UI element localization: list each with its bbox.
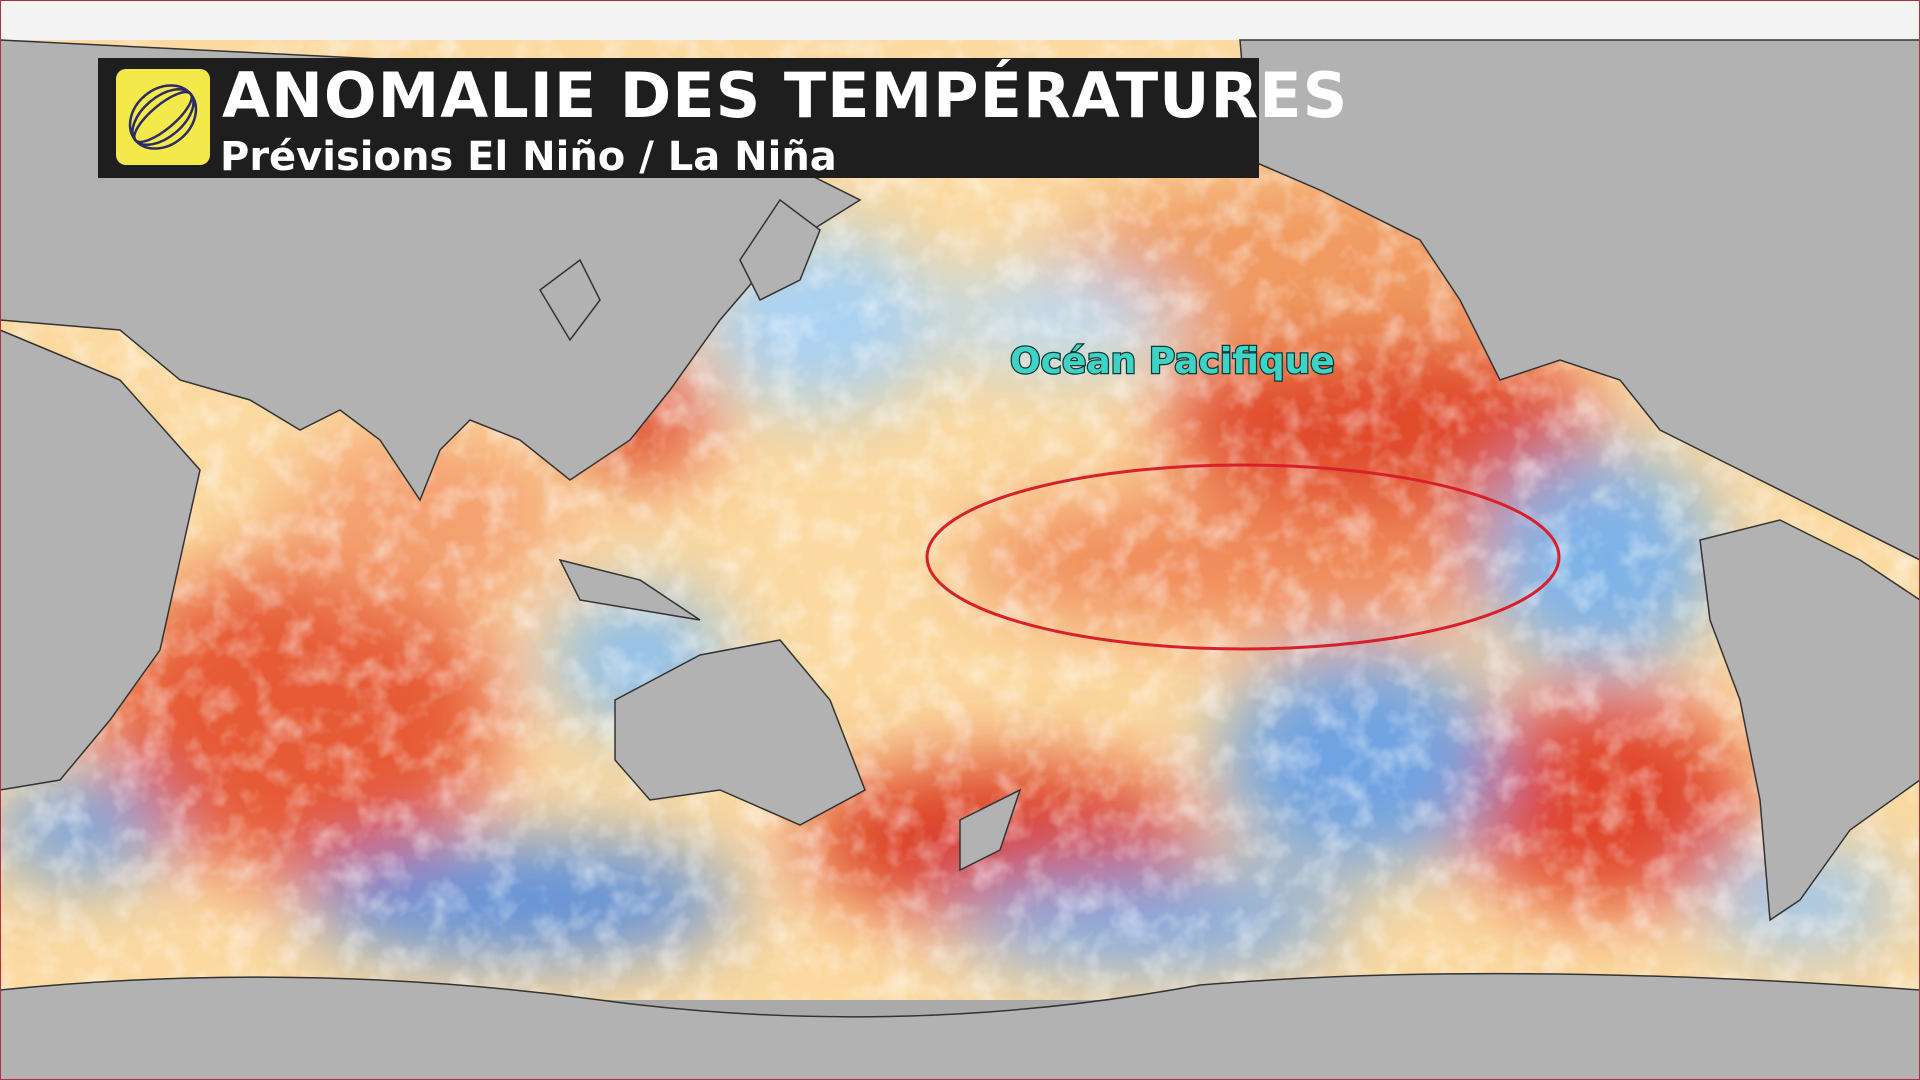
highlight-ellipse	[925, 463, 1561, 651]
header-bar	[98, 58, 1259, 178]
title: ANOMALIE DES TEMPÉRATURES	[222, 59, 1348, 132]
indonesia	[558, 558, 701, 621]
africa	[0, 329, 201, 791]
north-america	[1239, 39, 1920, 561]
korea	[539, 258, 601, 342]
new-zealand	[959, 788, 1022, 872]
ocean-label: Océan Pacifique	[1010, 341, 1335, 382]
logo	[116, 69, 210, 165]
antarctica	[0, 972, 1920, 1080]
subtitle: Prévisions El Niño / La Niña	[220, 134, 837, 180]
japan	[739, 198, 821, 302]
australia	[614, 639, 866, 826]
south-america	[1699, 519, 1920, 922]
